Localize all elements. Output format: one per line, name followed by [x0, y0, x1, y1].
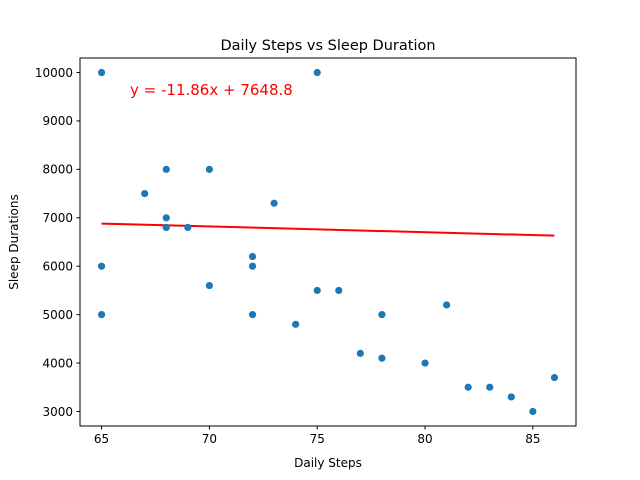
x-tick-label: 70 — [202, 432, 217, 446]
regression-line — [101, 222, 555, 237]
data-point — [97, 68, 106, 77]
regression-equation: y = -11.86x + 7648.8 — [130, 81, 293, 99]
regression-layer — [101, 222, 555, 237]
data-point — [162, 214, 170, 222]
y-tick-label: 7000 — [42, 211, 73, 225]
data-point — [464, 383, 472, 391]
data-point — [248, 252, 257, 261]
data-point — [550, 373, 559, 382]
y-axis-label: Sleep Durations — [7, 194, 21, 290]
data-point — [507, 393, 515, 401]
x-axis-label: Daily Steps — [294, 456, 362, 470]
data-point — [529, 407, 537, 416]
data-point — [248, 311, 257, 319]
data-point — [97, 311, 106, 319]
data-point — [292, 320, 300, 328]
y-tick-label: 8000 — [42, 163, 73, 177]
data-point — [486, 383, 494, 391]
x-tick-label: 75 — [310, 432, 325, 446]
y-tick-label: 5000 — [42, 308, 73, 322]
y-axis-ticks: 3000 4000 5000 6000 7000 8000 9000 10000 — [35, 66, 80, 419]
data-point — [162, 165, 170, 173]
data-point — [205, 165, 213, 173]
data-point — [270, 199, 278, 207]
y-tick-label: 10000 — [35, 66, 73, 80]
data-point — [313, 68, 321, 77]
data-point — [378, 311, 386, 319]
y-tick-label: 6000 — [42, 260, 73, 274]
x-tick-label: 80 — [417, 432, 432, 446]
data-point — [335, 286, 343, 295]
data-point — [443, 301, 451, 309]
data-point — [141, 189, 149, 198]
data-point — [313, 286, 321, 295]
data-point — [248, 262, 257, 270]
data-point — [378, 354, 386, 362]
data-point — [184, 223, 192, 232]
plot-frame — [79, 57, 577, 427]
x-tick-label: 65 — [94, 432, 109, 446]
data-point — [356, 349, 364, 357]
y-tick-label: 9000 — [42, 114, 73, 128]
data-point — [97, 262, 106, 270]
chart-title: Daily Steps vs Sleep Duration — [220, 38, 435, 54]
y-tick-label: 4000 — [42, 356, 73, 370]
x-tick-label: 85 — [525, 432, 540, 446]
data-point — [162, 223, 170, 232]
data-point — [421, 359, 429, 367]
data-point — [205, 281, 213, 290]
y-tick-label: 3000 — [42, 405, 73, 419]
points-layer — [97, 68, 559, 416]
x-axis-ticks: 65 70 75 80 85 — [94, 426, 541, 446]
